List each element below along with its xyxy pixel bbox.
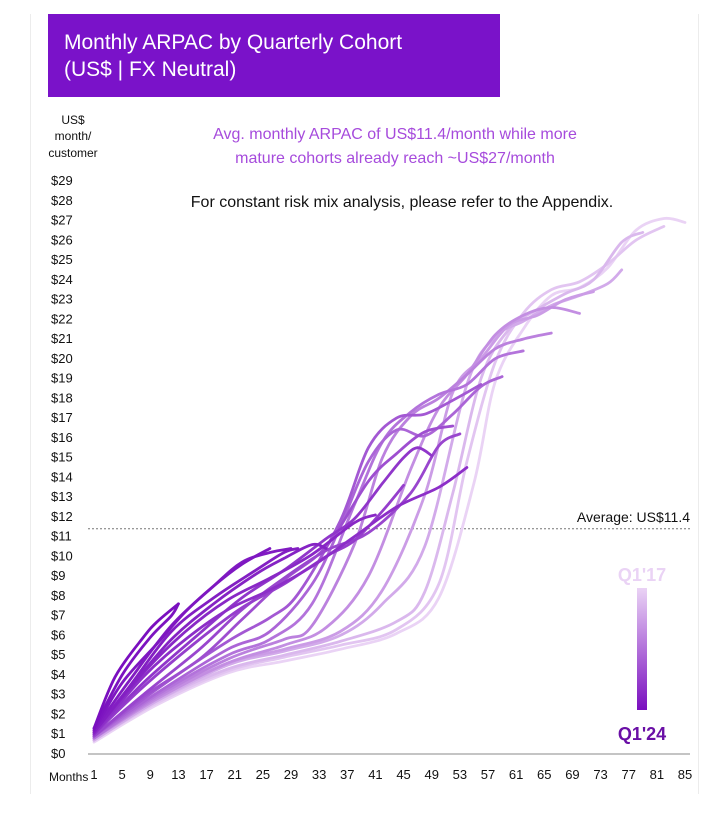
x-tick-label: 61 [509, 767, 523, 782]
y-tick-label: $17 [51, 410, 73, 425]
y-tick-label: $7 [51, 608, 65, 623]
cohort-line-22 [92, 602, 180, 730]
x-tick-label: 53 [453, 767, 467, 782]
y-tick-label: $21 [51, 331, 73, 346]
cohort-line-8 [92, 349, 525, 740]
y-tick-label: $0 [51, 746, 65, 761]
y-tick-label: $10 [51, 548, 73, 563]
y-tick-label: $5 [51, 647, 65, 662]
y-tick-label: $9 [51, 568, 65, 583]
chart-title: Monthly ARPAC by Quarterly Cohort [64, 31, 403, 54]
x-tick-label: 1 [90, 767, 97, 782]
y-tick-label: $15 [51, 450, 73, 465]
y-tick-label: $6 [51, 627, 65, 642]
y-tick-label: $12 [51, 509, 73, 524]
x-tick-label: 69 [565, 767, 579, 782]
x-tick-label: 65 [537, 767, 551, 782]
x-tick-label: 49 [424, 767, 438, 782]
x-tick-label: 21 [227, 767, 241, 782]
x-tick-label: 25 [256, 767, 270, 782]
legend: Q1'17 Q1'24 [618, 565, 666, 744]
cohort-line-14 [92, 446, 434, 736]
x-tick-label: 77 [621, 767, 635, 782]
x-tick-label: 29 [284, 767, 298, 782]
cohort-series [92, 216, 687, 744]
cohort-line-18 [92, 547, 300, 734]
legend-gradient-bar [637, 588, 647, 710]
cohort-line-2 [92, 225, 666, 742]
y-tick-label: $8 [51, 588, 65, 603]
cohort-line-6 [92, 306, 581, 740]
y-axis-title-line-2: month/ [55, 129, 92, 143]
y-tick-labels: $0 $1 $2 $3 $4 $5 $6 $7 $8 $9 $10 $11 $12 $13 $14 $15 $1… [51, 173, 73, 761]
x-tick-label: 41 [368, 767, 382, 782]
y-tick-label: $1 [51, 726, 65, 741]
y-tick-label: $18 [51, 390, 73, 405]
cohort-line-20 [92, 547, 272, 732]
x-tick-label: 9 [147, 767, 154, 782]
headline-line-2: mature cohorts already reach ~US$27/mont… [235, 150, 555, 167]
y-tick-label: $2 [51, 706, 65, 721]
chart-subtitle: (US$ | FX Neutral) [64, 58, 237, 81]
legend-oldest-label: Q1'17 [618, 565, 666, 585]
cohort-line-17 [92, 542, 328, 734]
y-axis-title: US$ month/ customer [48, 113, 97, 160]
y-axis-title-line-1: US$ [61, 113, 85, 127]
y-tick-label: $20 [51, 351, 73, 366]
headline-line-1: Avg. monthly ARPAC of US$11.4/month whil… [213, 126, 577, 143]
x-tick-label: 45 [396, 767, 410, 782]
cohort-line-9 [92, 375, 504, 738]
y-tick-label: $27 [51, 213, 73, 228]
y-tick-label: $29 [51, 173, 73, 188]
y-tick-label: $25 [51, 252, 73, 267]
x-tick-label: 17 [199, 767, 213, 782]
cohort-line-3 [92, 231, 645, 742]
y-tick-label: $23 [51, 292, 73, 307]
cohort-line-15 [92, 466, 469, 736]
x-tick-label: 13 [171, 767, 185, 782]
x-tick-label: 57 [481, 767, 495, 782]
cohort-line-12 [92, 432, 462, 738]
x-tick-labels: 1 5 9 13 17 21 25 29 33 37 41 45 49 53 57 61 65 69 73 77 81 8… [90, 767, 692, 782]
legend-newest-label: Q1'24 [618, 724, 666, 744]
appendix-note: For constant risk mix analysis, please r… [191, 194, 613, 211]
y-axis-title-line-3: customer [48, 146, 97, 160]
y-tick-label: $19 [51, 371, 73, 386]
x-tick-label: 73 [593, 767, 607, 782]
y-tick-label: $22 [51, 311, 73, 326]
y-tick-label: $4 [51, 667, 65, 682]
y-tick-label: $3 [51, 687, 65, 702]
y-tick-label: $28 [51, 193, 73, 208]
x-tick-label: 5 [119, 767, 126, 782]
y-tick-label: $11 [51, 529, 72, 544]
cohort-line-21 [92, 602, 180, 730]
x-tick-label: 33 [312, 767, 326, 782]
average-label: Average: US$11.4 [577, 509, 690, 525]
x-tick-label: 81 [650, 767, 664, 782]
chart-frame [30, 14, 699, 794]
y-tick-label: $14 [51, 469, 73, 484]
title-banner: Monthly ARPAC by Quarterly Cohort (US$ |… [48, 14, 500, 97]
x-tick-label: 85 [678, 767, 692, 782]
y-tick-label: $16 [51, 430, 73, 445]
y-tick-label: $26 [51, 232, 73, 247]
y-tick-label: $13 [51, 489, 73, 504]
x-tick-label: 37 [340, 767, 354, 782]
x-axis-title: Months [49, 770, 88, 784]
y-tick-label: $24 [51, 272, 73, 287]
